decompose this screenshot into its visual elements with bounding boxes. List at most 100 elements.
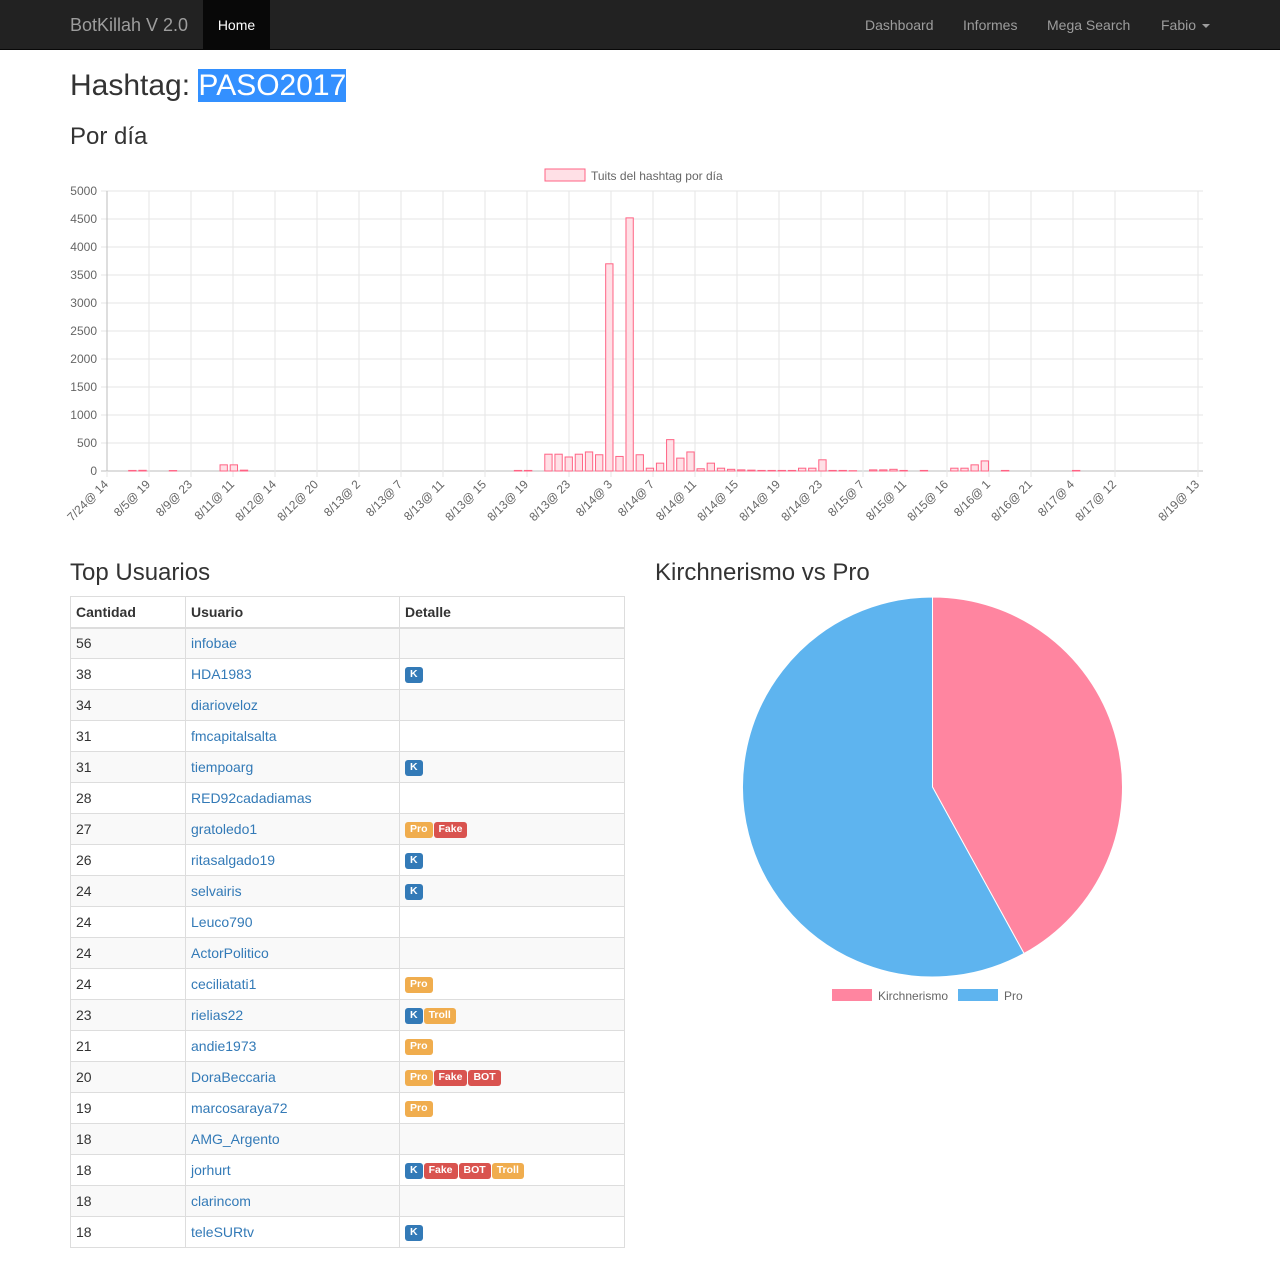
count-cell: 27 — [70, 813, 186, 845]
label-badge-bot: BOT — [468, 1070, 501, 1086]
nav-informes[interactable]: Informes — [963, 17, 1018, 33]
user-link[interactable]: infobae — [191, 635, 237, 652]
label-badge-pro: Pro — [405, 1039, 433, 1055]
x-tick-label: 8/14@ 11 — [653, 477, 699, 523]
bar — [828, 469, 837, 472]
count-cell: 23 — [70, 999, 186, 1031]
user-link[interactable]: rielias22 — [191, 1007, 244, 1023]
user-cell: ActorPolitico — [185, 937, 400, 969]
header-detalle[interactable]: Detalle — [399, 596, 625, 629]
label-badge-k: K — [405, 1163, 423, 1179]
legend-swatch — [832, 989, 872, 1001]
table-row: 24 Leuco790 — [70, 906, 625, 938]
pie-slice-pro — [742, 596, 1025, 978]
x-tick-label: 8/14@ 7 — [615, 477, 657, 519]
pie-heading: Kirchnerismo vs Pro — [655, 559, 870, 586]
nav-dashboard[interactable]: Dashboard — [865, 17, 934, 33]
y-tick-label: 4000 — [70, 240, 97, 254]
user-link[interactable]: teleSURtv — [191, 1224, 255, 1240]
legend-swatch — [958, 989, 998, 1001]
user-link[interactable]: AMG_Argento — [191, 1131, 280, 1147]
table-row: 18 AMG_Argento — [70, 1123, 625, 1155]
bar — [676, 457, 685, 472]
y-tick-label: 5000 — [70, 184, 97, 198]
x-tick-label: 8/9@ 23 — [153, 477, 195, 519]
label-badge-troll: Troll — [491, 1163, 524, 1179]
legend-label: Pro — [1004, 989, 1023, 1003]
bar — [574, 453, 584, 472]
x-tick-label: 8/16@ 21 — [988, 477, 1035, 524]
x-tick-label: 8/17@ 12 — [1072, 477, 1119, 524]
table-row: 18 jorhurt K Fake BOT Troll — [70, 1154, 625, 1186]
user-link[interactable]: gratoledo1 — [191, 821, 258, 837]
x-tick-label: 8/17@ 4 — [1035, 477, 1077, 519]
legend-swatch — [544, 168, 586, 182]
bar — [838, 469, 847, 472]
table-row: 28 RED92cadadiamas — [70, 782, 625, 814]
table-row: 27 gratoledo1 Pro Fake — [70, 813, 625, 845]
label-badge-bot: BOT — [458, 1163, 491, 1179]
per-day-heading: Por día — [70, 123, 148, 150]
user-menu-dropdown[interactable]: Fabio — [1161, 0, 1211, 50]
detail-cell — [399, 1185, 625, 1217]
table-header-row: Cantidad Usuario Detalle — [70, 596, 625, 629]
y-tick-label: 0 — [90, 464, 97, 478]
bar — [950, 467, 959, 472]
header-usuario[interactable]: Usuario — [185, 596, 400, 629]
count-cell: 19 — [70, 1092, 186, 1124]
user-link[interactable]: DoraBeccaria — [191, 1069, 276, 1085]
y-tick-label: 2500 — [70, 324, 97, 338]
y-tick-label: 4500 — [70, 212, 97, 226]
user-link[interactable]: ceciliatati1 — [191, 976, 257, 992]
header-cantidad[interactable]: Cantidad — [70, 596, 186, 629]
user-cell: tiempoarg — [185, 751, 400, 783]
user-link[interactable]: fmcapitalsalta — [191, 728, 277, 744]
detail-cell: K — [399, 751, 625, 783]
table-row: 38 HDA1983 K — [70, 658, 625, 690]
user-link[interactable]: andie1973 — [191, 1038, 257, 1054]
label-badge-fake: Fake — [433, 822, 468, 838]
user-cell: marcosaraya72 — [185, 1092, 400, 1124]
bar — [716, 467, 726, 472]
user-cell: ceciliatati1 — [185, 968, 400, 1000]
bar — [1071, 469, 1081, 472]
user-link[interactable]: RED92cadadiamas — [191, 790, 312, 806]
user-link[interactable]: jorhurt — [191, 1162, 231, 1178]
bar — [899, 469, 908, 472]
detail-cell — [399, 1123, 625, 1155]
detail-cell: Pro — [399, 1092, 625, 1124]
bar — [889, 468, 898, 472]
label-badge-pro: Pro — [405, 1101, 433, 1117]
bar — [726, 468, 736, 472]
label-badge-k: K — [405, 853, 423, 869]
user-cell: infobae — [185, 627, 400, 659]
pie-slice-kirchnerismo — [932, 596, 1123, 955]
bar — [229, 464, 239, 472]
table-row: 20 DoraBeccaria Pro Fake BOT — [70, 1061, 625, 1093]
nav-mega-search[interactable]: Mega Search — [1047, 17, 1131, 33]
user-link[interactable]: ActorPolitico — [191, 945, 269, 961]
user-link[interactable]: ritasalgado19 — [191, 852, 276, 868]
bar — [747, 469, 756, 472]
user-link[interactable]: marcosaraya72 — [191, 1100, 288, 1116]
table-row: 31 fmcapitalsalta — [70, 720, 625, 752]
user-cell: ritasalgado19 — [185, 844, 400, 876]
user-link[interactable]: tiempoarg — [191, 759, 254, 775]
user-link[interactable]: selvairis — [191, 883, 242, 899]
bar — [797, 467, 807, 472]
detail-cell: Pro Fake — [399, 813, 625, 845]
user-link[interactable]: HDA1983 — [191, 666, 252, 682]
user-link[interactable]: clarincom — [191, 1193, 251, 1209]
user-link[interactable]: diarioveloz — [191, 697, 258, 713]
label-badge-troll: Troll — [423, 1008, 456, 1024]
bar — [564, 456, 573, 472]
count-cell: 21 — [70, 1030, 186, 1062]
count-cell: 24 — [70, 875, 186, 907]
user-link[interactable]: Leuco790 — [191, 914, 253, 930]
nav-home[interactable]: Home — [203, 0, 270, 50]
bar — [919, 469, 929, 472]
brand-link[interactable]: BotKillah V 2.0 — [70, 15, 189, 35]
bar — [787, 469, 797, 472]
user-cell: gratoledo1 — [185, 813, 400, 845]
y-tick-label: 2000 — [70, 352, 97, 366]
